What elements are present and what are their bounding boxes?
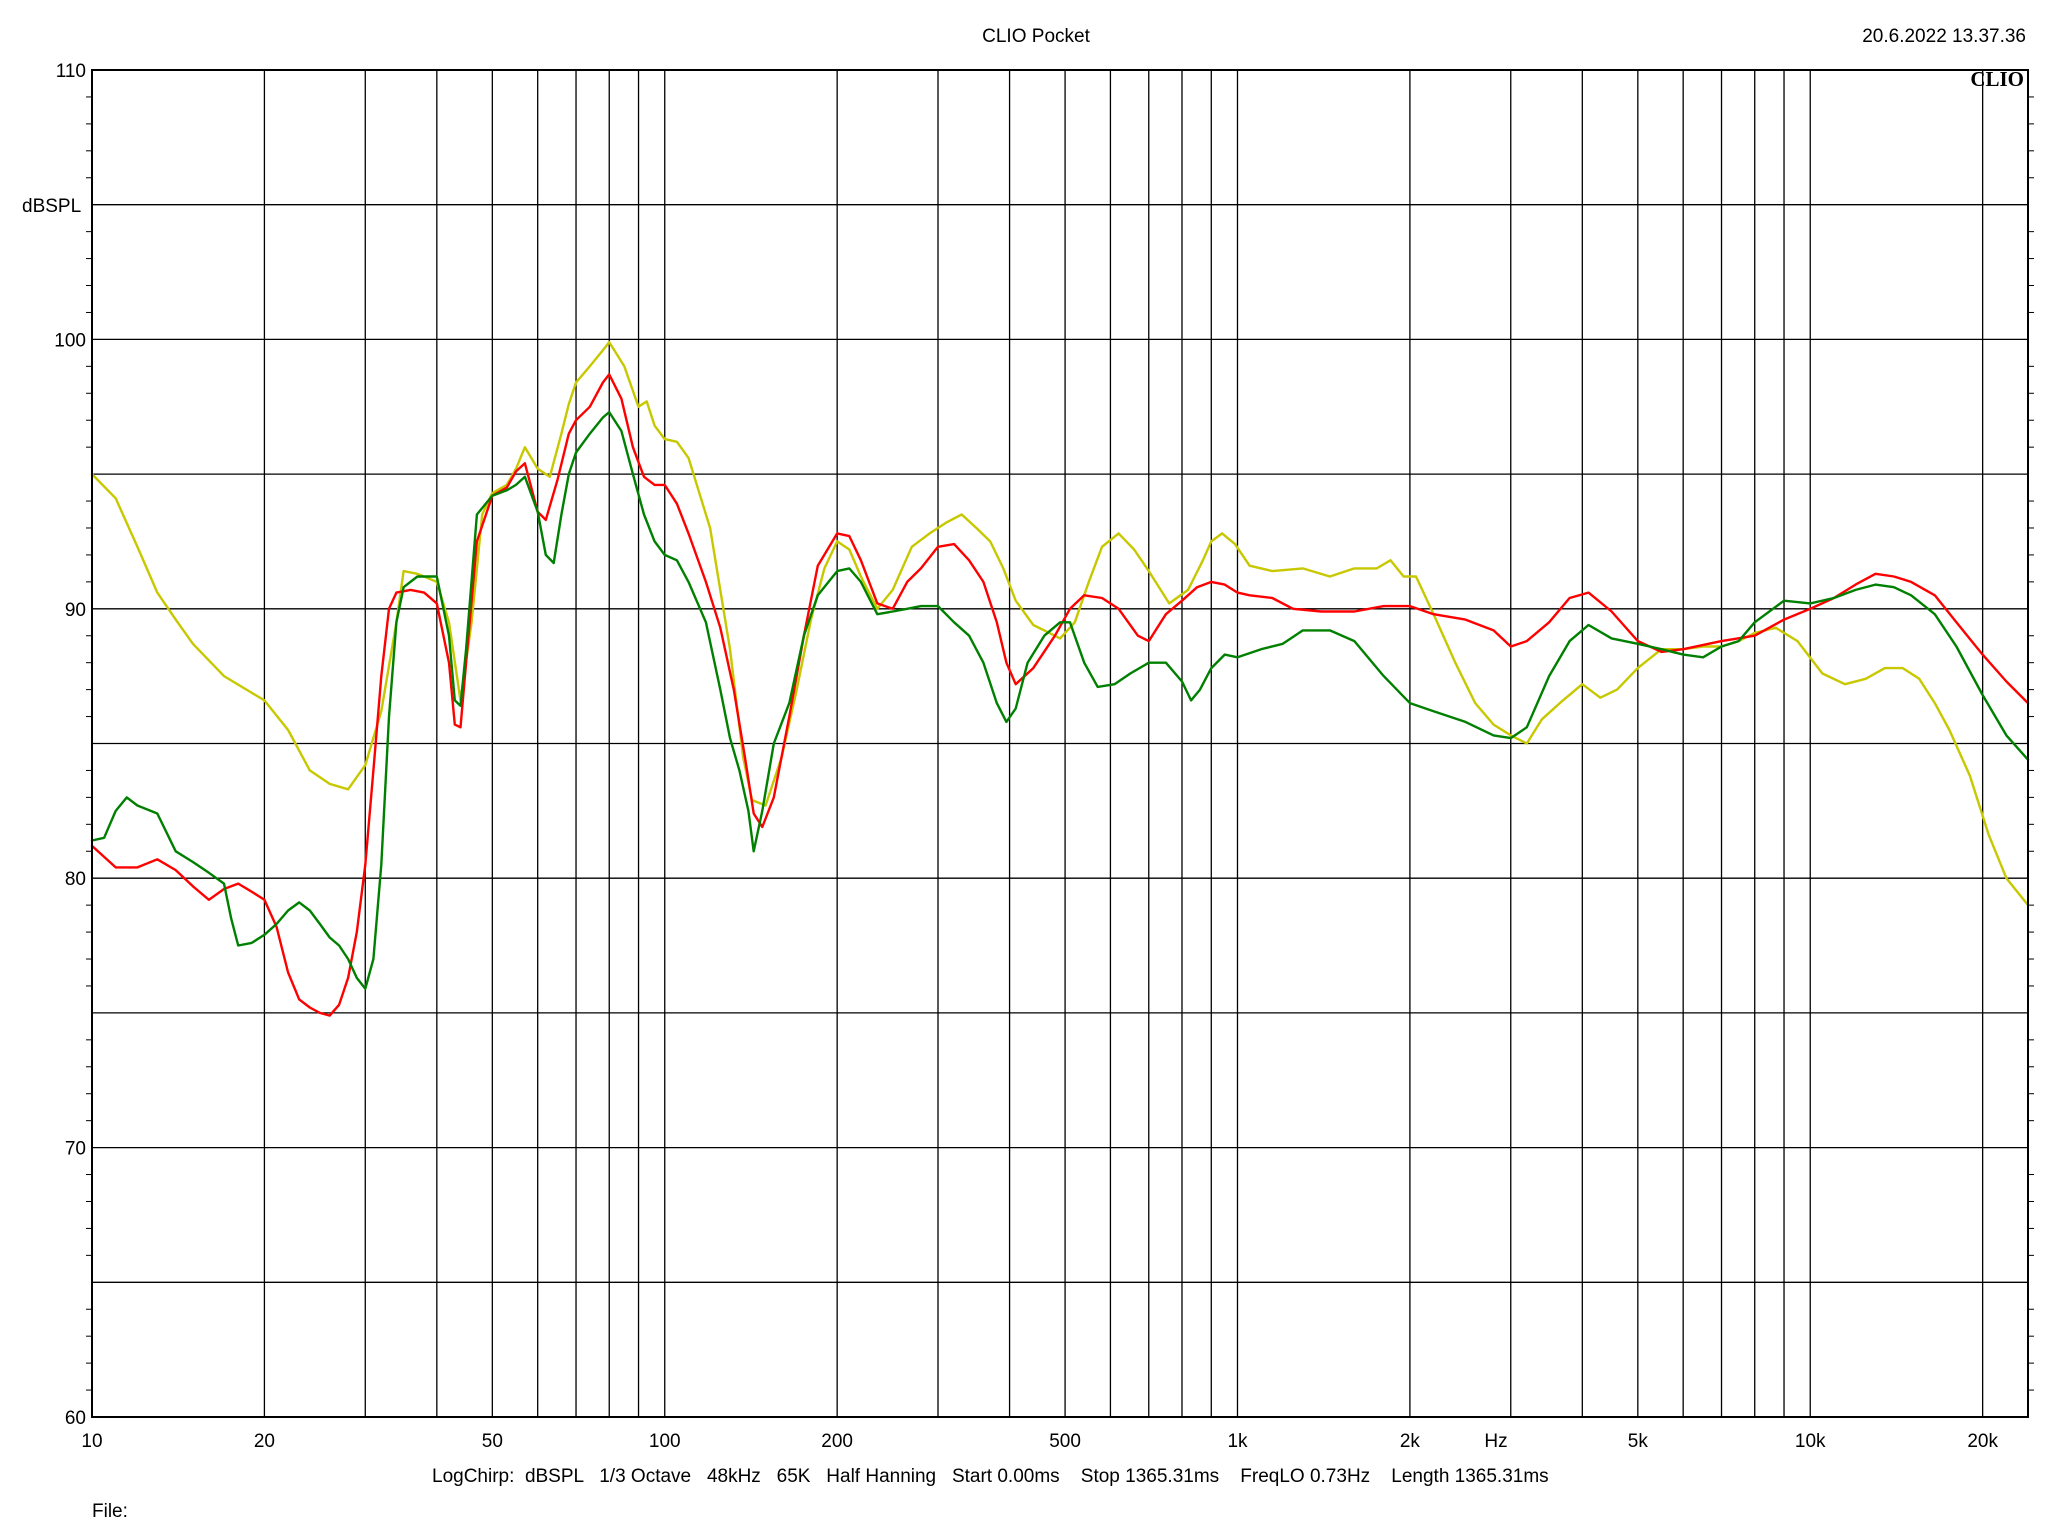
x-tick-label: 20: [254, 1431, 275, 1452]
grid-lines: [86, 70, 2034, 1417]
y-tick-label: 60: [65, 1408, 86, 1429]
x-tick-label: 20k: [1967, 1431, 1998, 1452]
y-tick-labels: 110 100 90 80 70 60: [54, 61, 86, 1429]
x-tick-label: 5k: [1628, 1431, 1649, 1452]
series-line-2: [90, 373, 2030, 1017]
y-axis-label: dBSPL: [22, 196, 81, 217]
x-tick-label: 500: [1049, 1431, 1081, 1452]
y-tick-label: 70: [65, 1139, 86, 1160]
measurement-settings: LogChirp: dBSPL 1/3 Octave 48kHz 65K Hal…: [432, 1466, 1549, 1487]
y-tick-label: 100: [54, 330, 86, 351]
series-line-3: [90, 410, 2030, 990]
x-tick-label: 10k: [1795, 1431, 1826, 1452]
x-tick-label: 100: [649, 1431, 681, 1452]
plot-frame: [91, 69, 2029, 1418]
x-tick-label: 200: [821, 1431, 853, 1452]
y-tick-label: 90: [65, 600, 86, 621]
x-axis-label: Hz: [1484, 1431, 1507, 1452]
series-layer: [90, 340, 2030, 1017]
x-tick-label: 50: [482, 1431, 503, 1452]
timestamp: 20.6.2022 13.37.36: [1862, 26, 2026, 47]
x-tick-labels: 10 20 50 100 200 500 1k 2k 5k 10k 20k: [81, 1431, 1998, 1452]
y-tick-label: 110: [56, 61, 86, 82]
chart-title: CLIO Pocket: [982, 26, 1090, 47]
brand-logo: CLIO: [1970, 67, 2024, 91]
x-tick-label: 2k: [1400, 1431, 1421, 1452]
y-tick-label: 80: [65, 869, 86, 890]
x-tick-label: 10: [81, 1431, 102, 1452]
file-label: File:: [92, 1501, 128, 1522]
x-tick-label: 1k: [1227, 1431, 1248, 1452]
